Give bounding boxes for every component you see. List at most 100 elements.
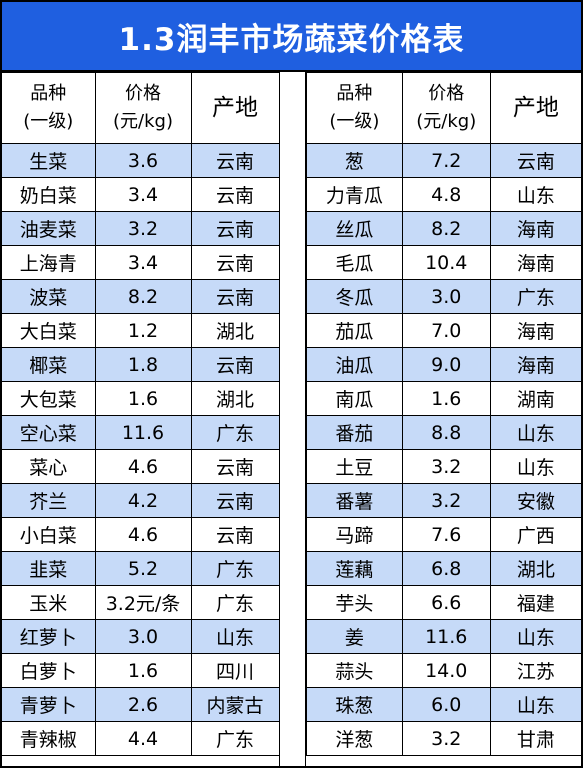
price-cell: 1.8 bbox=[94, 347, 192, 382]
origin-cell: 广东 bbox=[190, 551, 280, 586]
price-cell: 2.6 bbox=[94, 687, 192, 722]
table-row: 椰菜 1.8 云南 bbox=[2, 347, 280, 382]
column-separator bbox=[279, 72, 306, 766]
origin-cell: 湖北 bbox=[190, 381, 280, 416]
table-row: 生菜 3.6 云南 bbox=[2, 143, 280, 178]
origin-cell: 广东 bbox=[190, 415, 280, 450]
origin-cell: 山东 bbox=[489, 449, 581, 484]
left-table-body: 品种 (一级) 价格 (元/kg) 产地 生菜 3.6 云南 奶白菜 3.4 云南 油麦菜 3… bbox=[2, 72, 280, 756]
variety-cell: 番薯 bbox=[306, 483, 403, 518]
origin-cell: 内蒙古 bbox=[190, 687, 280, 722]
table-row: 波菜 8.2 云南 bbox=[2, 279, 280, 314]
table-row: 空心菜 11.6 广东 bbox=[2, 415, 280, 450]
table-row: 南瓜 1.6 湖南 bbox=[306, 381, 581, 416]
table-row: 番茄 8.8 山东 bbox=[306, 415, 581, 450]
header-variety-line1: 品种 bbox=[336, 83, 373, 104]
variety-cell: 力青瓜 bbox=[306, 177, 403, 212]
variety-cell: 芥兰 bbox=[2, 483, 96, 518]
table-row: 油瓜 9.0 海南 bbox=[306, 347, 581, 382]
price-cell: 8.2 bbox=[401, 211, 491, 246]
table-row: 土豆 3.2 山东 bbox=[306, 449, 581, 484]
price-cell: 7.6 bbox=[401, 517, 491, 552]
variety-cell: 毛瓜 bbox=[306, 245, 403, 280]
variety-cell: 小白菜 bbox=[2, 517, 96, 552]
price-cell: 10.4 bbox=[401, 245, 491, 280]
variety-cell: 土豆 bbox=[306, 449, 403, 484]
header-variety-line2: (一级) bbox=[329, 111, 380, 132]
table-row: 姜 11.6 山东 bbox=[306, 619, 581, 654]
variety-cell: 上海青 bbox=[2, 245, 96, 280]
price-cell: 11.6 bbox=[401, 619, 491, 654]
table-row: 油麦菜 3.2 云南 bbox=[2, 211, 280, 246]
variety-cell: 菜心 bbox=[2, 449, 96, 484]
header-price-line2: (元/kg) bbox=[416, 111, 477, 132]
price-cell: 9.0 bbox=[401, 347, 491, 382]
table-row: 上海青 3.4 云南 bbox=[2, 245, 280, 280]
price-cell: 7.2 bbox=[401, 143, 491, 178]
origin-cell: 广东 bbox=[190, 721, 280, 756]
origin-cell: 甘肃 bbox=[489, 721, 581, 756]
variety-cell: 丝瓜 bbox=[306, 211, 403, 246]
origin-cell: 云南 bbox=[190, 347, 280, 382]
origin-cell: 海南 bbox=[489, 211, 581, 246]
table-row: 芥兰 4.2 云南 bbox=[2, 483, 280, 518]
table-row: 马蹄 7.6 广西 bbox=[306, 517, 581, 552]
origin-cell: 云南 bbox=[190, 279, 280, 314]
price-cell: 8.8 bbox=[401, 415, 491, 450]
price-cell: 3.2 bbox=[94, 211, 192, 246]
origin-cell: 海南 bbox=[489, 347, 581, 382]
table-row: 莲藕 6.8 湖北 bbox=[306, 551, 581, 586]
price-cell: 14.0 bbox=[401, 653, 491, 688]
price-cell: 7.0 bbox=[401, 313, 491, 348]
price-cell: 3.6 bbox=[94, 143, 192, 178]
price-cell: 3.0 bbox=[401, 279, 491, 314]
variety-cell: 韭菜 bbox=[2, 551, 96, 586]
origin-cell: 云南 bbox=[190, 211, 280, 246]
table-row: 番薯 3.2 安徽 bbox=[306, 483, 581, 518]
variety-cell: 葱 bbox=[306, 143, 403, 178]
origin-cell: 山东 bbox=[489, 415, 581, 450]
table-row: 奶白菜 3.4 云南 bbox=[2, 177, 280, 212]
table-row: 青萝卜 2.6 内蒙古 bbox=[2, 687, 280, 722]
origin-cell: 江苏 bbox=[489, 653, 581, 688]
table-row: 冬瓜 3.0 广东 bbox=[306, 279, 581, 314]
table-row: 蒜头 14.0 江苏 bbox=[306, 653, 581, 688]
table-row: 韭菜 5.2 广东 bbox=[2, 551, 280, 586]
origin-cell: 福建 bbox=[489, 585, 581, 620]
header-price: 价格 (元/kg) bbox=[401, 72, 491, 144]
price-cell: 3.4 bbox=[94, 177, 192, 212]
header-variety: 品种 (一级) bbox=[306, 72, 403, 144]
left-header-row: 品种 (一级) 价格 (元/kg) 产地 bbox=[2, 72, 280, 144]
origin-cell: 广西 bbox=[489, 517, 581, 552]
variety-cell: 青辣椒 bbox=[2, 721, 96, 756]
table-row: 洋葱 3.2 甘肃 bbox=[306, 721, 581, 756]
header-variety-line2: (一级) bbox=[23, 111, 74, 132]
origin-cell: 安徽 bbox=[489, 483, 581, 518]
variety-cell: 油瓜 bbox=[306, 347, 403, 382]
table-row: 力青瓜 4.8 山东 bbox=[306, 177, 581, 212]
variety-cell: 洋葱 bbox=[306, 721, 403, 756]
table-row: 葱 7.2 云南 bbox=[306, 143, 581, 178]
header-variety: 品种 (一级) bbox=[2, 72, 96, 144]
price-cell: 4.8 bbox=[401, 177, 491, 212]
variety-cell: 空心菜 bbox=[2, 415, 96, 450]
right-price-table: 品种 (一级) 价格 (元/kg) 产地 葱 7.2 云南 力青瓜 4.8 山东 丝瓜 8.2… bbox=[306, 72, 581, 756]
price-cell: 1.6 bbox=[94, 381, 192, 416]
origin-cell: 海南 bbox=[489, 245, 581, 280]
origin-cell: 湖北 bbox=[190, 313, 280, 348]
variety-cell: 大包菜 bbox=[2, 381, 96, 416]
page-title: 1.3润丰市场蔬菜价格表 bbox=[2, 2, 581, 72]
left-price-table: 品种 (一级) 价格 (元/kg) 产地 生菜 3.6 云南 奶白菜 3.4 云南 油麦菜 3… bbox=[2, 72, 280, 756]
origin-cell: 四川 bbox=[190, 653, 280, 688]
header-variety-line1: 品种 bbox=[30, 83, 67, 104]
variety-cell: 波菜 bbox=[2, 279, 96, 314]
price-cell: 1.6 bbox=[94, 653, 192, 688]
origin-cell: 山东 bbox=[190, 619, 280, 654]
variety-cell: 生菜 bbox=[2, 143, 96, 178]
origin-cell: 山东 bbox=[489, 687, 581, 722]
variety-cell: 冬瓜 bbox=[306, 279, 403, 314]
variety-cell: 玉米 bbox=[2, 585, 96, 620]
variety-cell: 大白菜 bbox=[2, 313, 96, 348]
price-cell: 5.2 bbox=[94, 551, 192, 586]
